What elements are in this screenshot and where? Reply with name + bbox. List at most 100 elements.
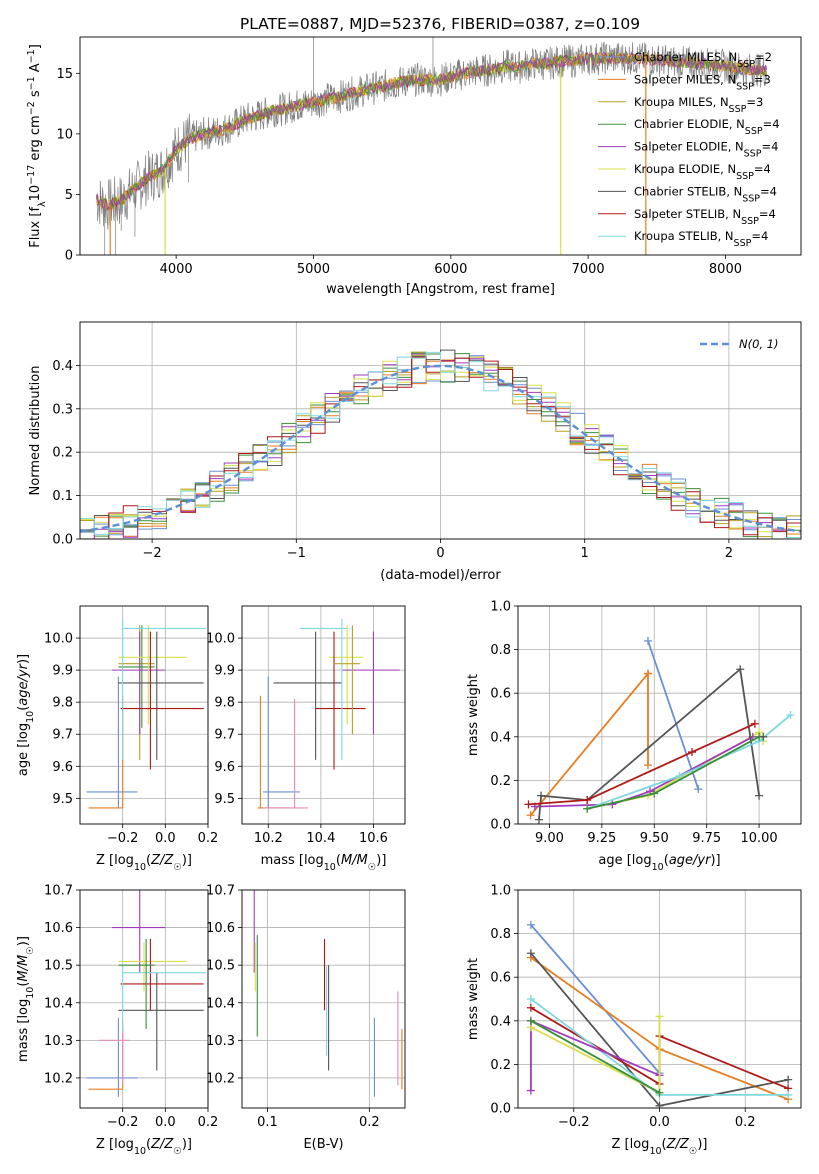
weight-marker [583,796,592,805]
weight-marker [687,748,696,757]
label-part: −1 [26,49,37,63]
histograms [80,349,801,539]
y-tick-label: 10.0 [206,632,235,647]
label-part: SSP [729,103,747,114]
lines-age_weight [524,636,795,824]
label-part: ( [336,853,341,868]
label-part: =4 [754,162,771,176]
label-part: )] [376,853,386,868]
frame-z_age: −0.2 0.0 0.2 9.5 9.6 9.7 9.8 9.9 10.0 [44,605,218,846]
frame-z_weight: −0.2 0.0 0.2 0.0 0.2 0.4 0.6 0.8 1.0 [490,884,802,1130]
y-tick-label: 0.8 [490,643,511,658]
y-tick-label: 10.7 [44,884,73,899]
label-part: Chabrier MILES, N [634,50,737,64]
label-part: ( [146,1137,151,1152]
y-tick-label: 10.3 [44,1034,73,1049]
weight-marker [526,1086,535,1095]
model-salpeter_elodie [96,51,768,212]
x-tick-label: 0.2 [359,1115,380,1130]
points-z_mass [86,890,206,1097]
label-part: Kroupa STELIB, N [634,229,734,243]
weight-marker [655,1101,664,1108]
weight-line-chabrier_miles [530,924,661,1074]
x-tick-label: 0.2 [198,1115,219,1130]
weight-marker [675,772,684,781]
frame-spectrum: 4000 5000 6000 7000 8000 0 5 10 15 [56,36,802,277]
y-tick-label: 10.6 [44,921,73,936]
x-tick-label: 8000 [709,262,742,277]
legend-label: N(0, 1) [739,337,779,351]
label-part: ] [28,44,43,49]
legend-label: Salpeter STELIB, NSSP=4 [634,207,776,227]
y-tick-label: 0.2 [490,1058,511,1073]
weight-marker [786,711,795,719]
label-part: Z/Z [150,853,174,868]
legend-label: Kroupa STELIB, NSSP=4 [634,229,768,249]
label-part: Z [log [96,853,134,868]
weight-line-salpeter_miles [529,671,649,816]
y-tick-label: 9.8 [214,696,235,711]
x-tick-label: 0.0 [155,831,176,846]
lines-z_weight [526,920,793,1108]
label-part: SSP [734,238,752,249]
label-part: SSP [744,148,762,159]
y-tick-label: 9.8 [52,696,73,711]
x-tick-label: 2 [725,546,733,561]
histogram-kroupa_stelib [80,351,801,539]
y-tick-label: 0.0 [490,818,511,833]
axes-frame [79,36,802,256]
weight-marker [655,1088,664,1097]
label-part: 10 [649,1146,661,1157]
weight-marker [537,791,546,800]
z-age-xlabel: Z [log10(Z/Z☉)] [96,853,192,873]
weight-marker [655,1012,664,1021]
y-tick-label: 10.2 [44,1071,73,1086]
mass-age-xlabel: mass [log10(M/M☉)] [261,853,387,873]
label-part: A [28,63,43,76]
x-tick-label: 0 [436,546,444,561]
label-part: 10 [134,1146,146,1157]
x-tick-label: 0.2 [735,1115,756,1130]
z-mass-ylabel: mass [log10(M/M☉)] [16,936,36,1062]
label-part: =4 [761,140,778,154]
label-part: ( [16,982,31,987]
weight-marker [643,669,652,678]
label-part: =3 [754,72,771,86]
label-part: −1 [26,76,37,90]
y-tick-label: 10.6 [206,921,235,936]
x-tick-label: 9.50 [640,831,669,846]
y-tick-label: 10.7 [206,884,235,899]
frame-z_mass: −0.2 0.0 0.2 10.2 10.3 10.4 10.5 10.6 10.7 [44,884,218,1131]
x-tick-label: −0.2 [107,831,139,846]
label-part: SSP [737,59,755,70]
label-part: age [log [16,723,31,776]
spectrum-xlabel: wavelength [Angstrom, rest frame] [326,282,555,297]
label-part: −17 [26,165,37,185]
x-tick-label: 10.6 [359,831,388,846]
label-part: Z [log [96,1137,134,1152]
label-part: )] [16,654,31,664]
y-tick-label: 0.4 [52,359,73,374]
label-part: )] [16,936,31,946]
y-tick-label: 15 [56,67,73,82]
y-tick-label: 5 [65,188,73,203]
y-tick-label: 10.4 [206,996,235,1011]
label-part: Z/Z [666,1137,690,1152]
points-ebv_mass [253,890,403,1097]
legend-label: Chabrier STELIB, NSSP=4 [634,184,777,204]
label-part: SSP [736,171,754,182]
label-part: mass [log [16,999,31,1062]
frame-ebv_mass: 0.1 0.2 10.2 10.3 10.4 10.5 10.6 10.7 [206,884,406,1130]
label-part: 10 [28,185,43,202]
axes-frame [241,605,406,825]
x-tick-label: 1 [581,546,589,561]
x-tick-label: 10.2 [254,831,283,846]
label-part: )] [182,1137,192,1152]
spectrum-ylabel: Flux [fλ10−17 erg cm−2 s−1 A−1] [26,44,48,248]
residuals-legend: N(0, 1) [700,337,779,351]
z-mass-xlabel: Z [log10(Z/Z☉)] [96,1137,192,1157]
y-tick-label: 0.1 [52,489,73,504]
label-part: ( [662,1137,667,1152]
y-tick-label: 10.4 [44,996,73,1011]
